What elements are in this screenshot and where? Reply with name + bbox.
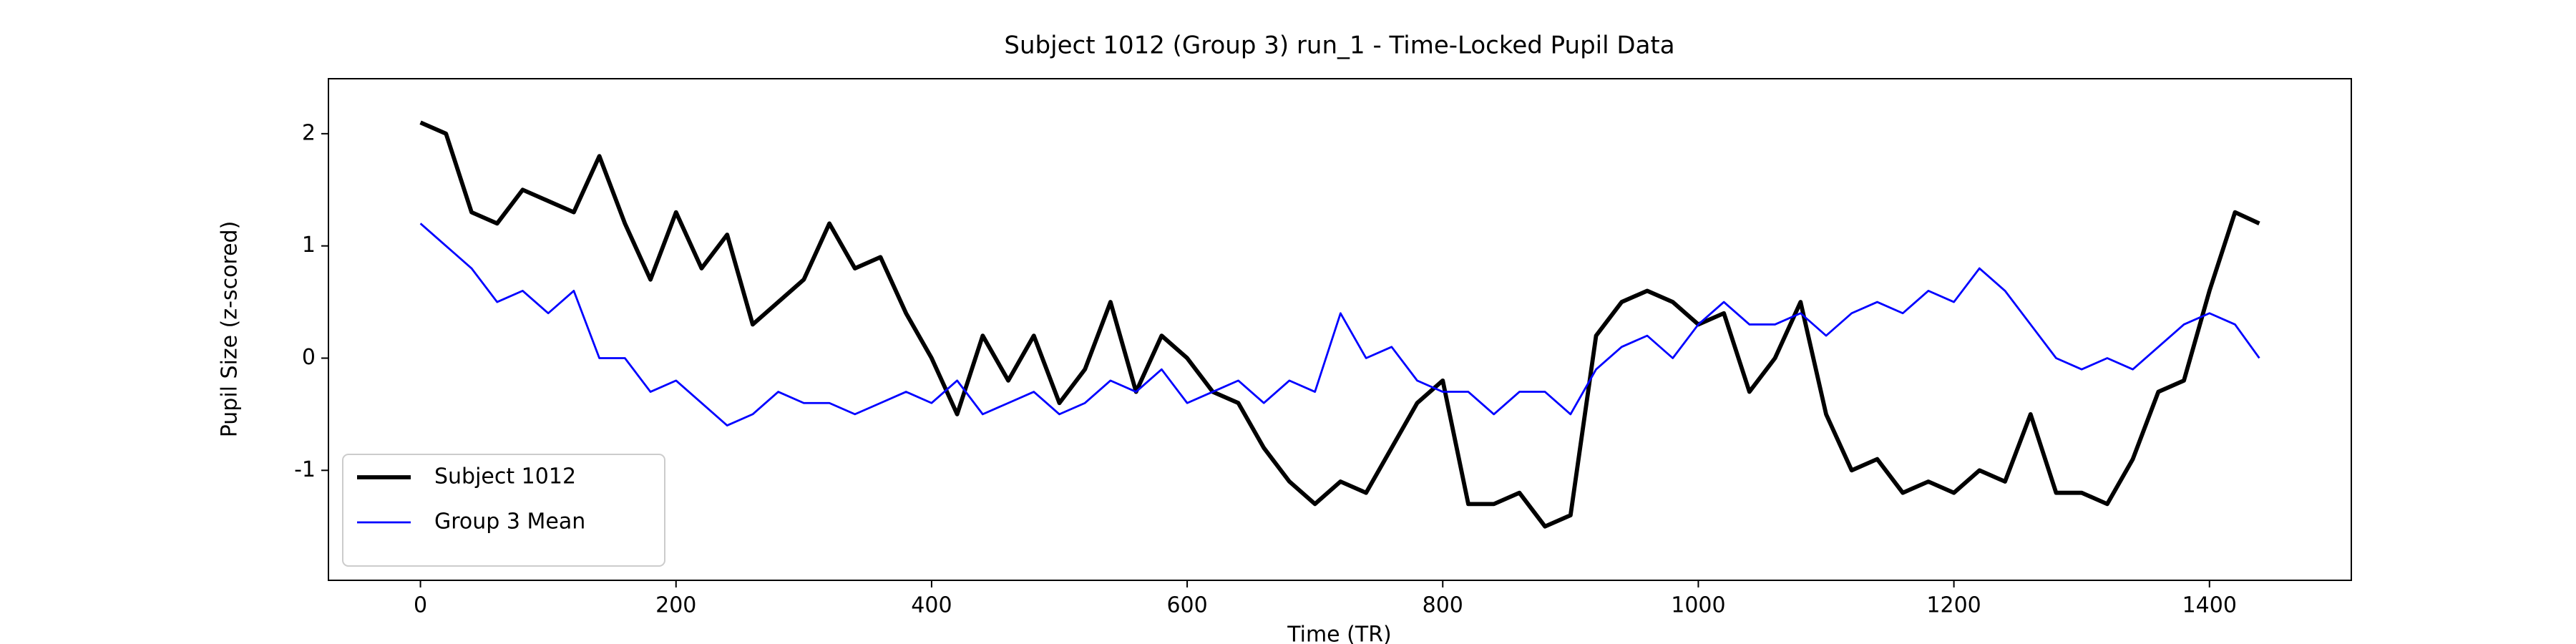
x-axis-label: Time (TR) xyxy=(1287,623,1392,644)
x-tick-label: 1400 xyxy=(2182,593,2237,618)
series-line xyxy=(419,120,2260,529)
x-tick-label: 200 xyxy=(655,593,696,618)
x-tick-label: 1200 xyxy=(1926,593,1981,618)
x-tick-label: 600 xyxy=(1166,593,1207,618)
y-tick-label: 0 xyxy=(302,345,316,370)
x-tick-label: 0 xyxy=(414,593,427,618)
series-line xyxy=(419,223,2260,426)
y-tick-label: 1 xyxy=(302,233,316,258)
legend-label: Group 3 Mean xyxy=(434,509,585,535)
x-tick-label: 1000 xyxy=(1671,593,1725,618)
y-tick-label: 2 xyxy=(302,120,316,145)
y-tick-label: -1 xyxy=(294,457,316,482)
legend-box xyxy=(342,454,665,567)
plot-frame xyxy=(328,78,2352,581)
x-tick-label: 400 xyxy=(911,593,952,618)
x-tick-label: 800 xyxy=(1423,593,1463,618)
y-axis-label: Pupil Size (z-scored) xyxy=(218,221,243,438)
legend-label: Subject 1012 xyxy=(434,464,576,489)
chart-title: Subject 1012 (Group 3) run_1 - Time-Lock… xyxy=(1004,31,1674,60)
